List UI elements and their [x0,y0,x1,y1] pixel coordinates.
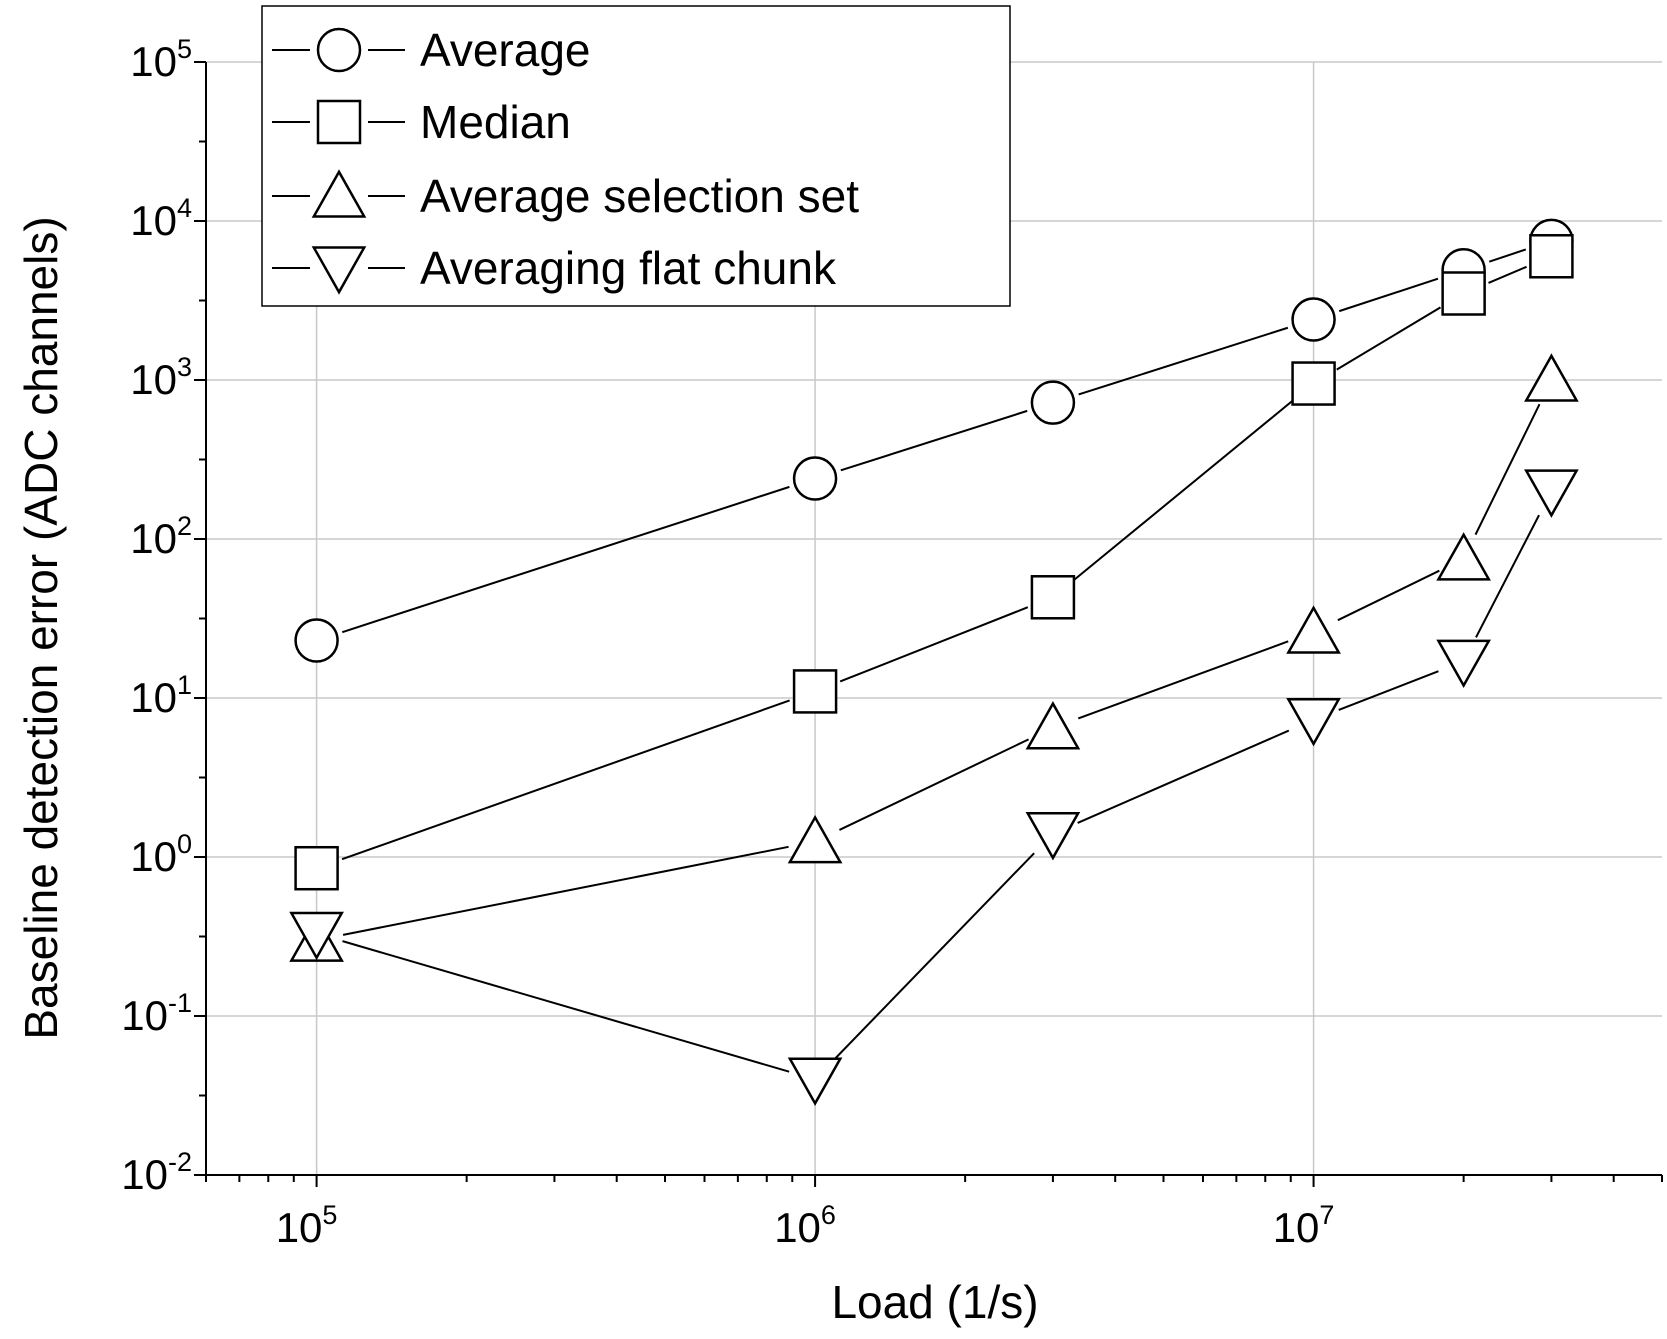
series-line-segment [1488,265,1527,284]
data-point-triangle-down [1436,639,1491,689]
legend-item: Average selection set [272,169,859,222]
legend-box [261,5,1011,307]
y-tick-label: 100 [130,829,192,880]
series-line-segment [840,409,1028,472]
data-point-triangle-up [787,814,843,864]
y-tick-label: 105 [130,34,192,85]
y-tick-label: 101 [130,670,192,721]
series-line-segment [341,485,790,634]
legend-marker-triangle-down [311,246,367,295]
series-line-segment [1078,326,1289,396]
series-line-segment [1077,729,1290,824]
data-point-square [792,669,838,714]
series-line-segment [1337,569,1440,622]
data-point-triangle-up [1025,701,1081,750]
legend-label: Average [420,24,591,76]
data-point-triangle-up [1524,353,1579,402]
series-square [294,234,1574,891]
data-point-triangle-up [1286,605,1341,654]
x-tick-label: 106 [774,1200,836,1251]
series-line-segment [341,699,790,861]
x-tick-label: 105 [276,1200,338,1251]
data-point-square [1030,575,1076,620]
x-axis-label: Load (1/s) [831,1276,1038,1328]
data-point-triangle-down [289,911,344,961]
data-point-square [1291,361,1336,406]
data-point-triangle-down [1524,469,1579,518]
y-tick-label: 103 [130,352,192,403]
series-line-segment [1474,403,1541,536]
series-line-segment [342,845,789,936]
legend-marker-circle [316,27,362,73]
legend: Average Median Average selection set Averag… [261,5,1011,307]
series-line-segment [1338,670,1439,711]
data-point-circle [792,456,838,501]
legend-item: Median [272,96,571,148]
series-line-segment [1475,514,1540,638]
data-point-triangle-down [787,1057,843,1106]
series-line-segment [839,738,1029,831]
data-point-circle [1030,380,1076,425]
y-tick-label: 10-2 [121,1147,192,1198]
series-group [289,218,1579,1106]
series-line-segment [1073,399,1294,581]
y-axis-label: Baseline detection error (ADC channels) [15,216,67,1039]
legend-label: Averaging flat chunk [420,242,837,294]
legend-label: Median [420,96,571,148]
series-line-segment [1338,277,1439,313]
series-triangle-up [289,353,1579,962]
series-line-segment [1336,306,1441,371]
series-line-segment [342,940,790,1073]
series-line-segment [839,606,1029,683]
data-point-circle [294,618,339,663]
data-point-triangle-down [1286,697,1341,747]
series-line-segment [833,852,1035,1061]
legend-marker-triangle-up [311,169,367,218]
data-point-square [1441,271,1486,316]
y-tick-label: 102 [130,511,192,562]
data-point-square [294,845,339,891]
legend-item: Averaging flat chunk [272,242,837,295]
series-triangle-down [289,469,1579,1106]
legend-label: Average selection set [420,170,859,222]
y-tick-label: 104 [130,193,192,244]
legend-item: Average [272,24,591,76]
x-tick-label: 107 [1273,1200,1335,1251]
data-point-square [1529,234,1574,279]
axes: 105 106 107 10-2 10-1 100 101 102 103 104 105 [121,34,1663,1251]
series-line-segment [1488,248,1527,263]
series-line-segment [1077,640,1289,720]
data-point-triangle-down [1025,811,1081,861]
legend-marker-square [316,99,362,145]
data-point-triangle-up [1436,532,1491,581]
y-tick-label: 10-1 [121,988,192,1039]
data-point-circle [1291,297,1336,342]
